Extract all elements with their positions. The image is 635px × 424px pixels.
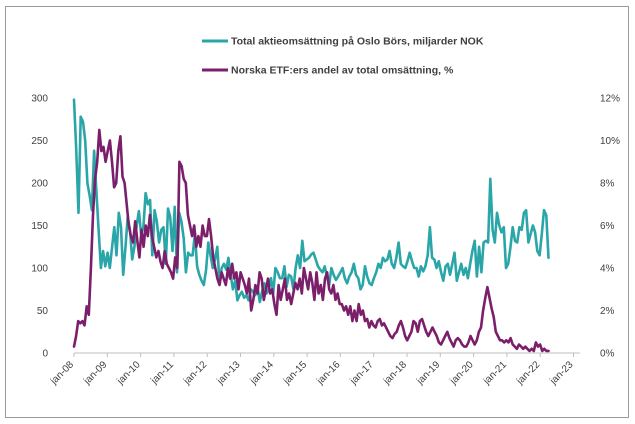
left-y-axis: 0 50 100 150 200 250 300 <box>31 94 48 360</box>
left-y-tick-label: 0 <box>42 349 48 360</box>
right-y-tick-label: 10% <box>600 136 620 147</box>
x-tick-label: jan-22 <box>514 359 542 387</box>
x-tick-label: jan-09 <box>81 359 109 387</box>
legend-label-2: Norska ETF:ers andel av total omsättning… <box>231 65 454 77</box>
right-y-tick-label: 6% <box>600 221 615 232</box>
left-y-tick-label: 150 <box>31 221 48 232</box>
left-y-tick-label: 250 <box>31 136 48 147</box>
left-y-tick-label: 50 <box>37 306 49 317</box>
left-y-tick-label: 300 <box>31 94 48 105</box>
x-tick-label: jan-10 <box>115 359 143 387</box>
x-tick-label: jan-13 <box>214 359 242 387</box>
left-y-tick-label: 100 <box>31 264 48 275</box>
x-tick-label: jan-14 <box>248 359 276 387</box>
right-y-tick-label: 12% <box>600 94 620 105</box>
x-tick-label: jan-18 <box>381 359 409 387</box>
right-y-tick-label: 0% <box>600 349 615 360</box>
legend: Total aktieomsättning på Oslo Börs, milj… <box>202 36 484 77</box>
legend-label-1: Total aktieomsättning på Oslo Börs, milj… <box>231 36 484 48</box>
x-tick-label: jan-15 <box>281 359 309 387</box>
x-tick-label: jan-16 <box>314 359 342 387</box>
x-tick-label: jan-23 <box>547 359 575 387</box>
series-lines <box>72 98 550 353</box>
right-y-tick-label: 4% <box>600 264 615 275</box>
x-tick-label: jan-11 <box>148 359 176 387</box>
x-tick-label: jan-08 <box>48 359 76 387</box>
x-tick-label: jan-20 <box>448 359 476 387</box>
x-axis: jan-08 jan-09 jan-10 jan-11 jan-12 jan-13 jan-… <box>48 352 580 387</box>
right-y-tick-label: 2% <box>600 306 615 317</box>
x-tick-label: jan-17 <box>348 359 376 387</box>
left-y-tick-label: 200 <box>31 179 48 190</box>
x-tick-label: jan-19 <box>414 359 442 387</box>
x-tick-label: jan-12 <box>181 359 209 387</box>
x-tick-label: jan-21 <box>481 359 509 387</box>
series-line-2 <box>72 128 550 353</box>
right-y-tick-label: 8% <box>600 179 615 190</box>
right-y-axis: 0% 2% 4% 6% 8% 10% 12% <box>600 94 620 360</box>
